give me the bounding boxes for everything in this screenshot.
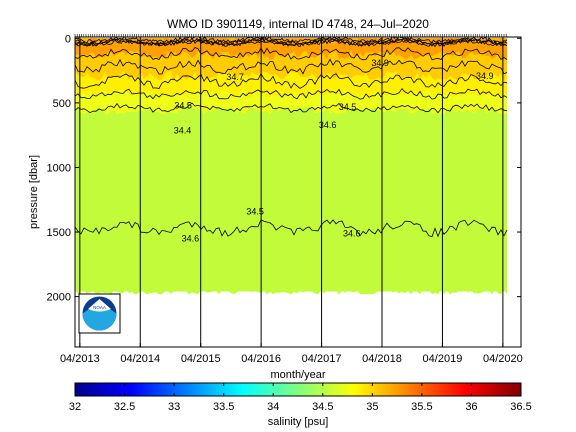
colorbar-tick-label: 36.5 [510,401,531,413]
field-surface-patch [146,38,151,43]
colorbar-tick-label: 36 [465,401,477,413]
y-tick-label: 2000 [47,292,71,304]
field-surface-patch [141,38,146,45]
contour-label: 34.7 [226,72,244,82]
field-surface-patch [266,38,272,45]
contour-label: 34.5 [174,100,192,110]
contour-line-surface [75,37,508,44]
contour-line-34-5 [75,102,508,114]
contour-line-surface [75,39,508,48]
colorbar: 32 32.5 33 33.5 34 34.5 35 35.5 36 36.5 salinity … [69,382,532,428]
y-tick-label: 1000 [47,162,71,174]
contour-line-34-8 [75,58,508,75]
contour-label: 34.6 [343,228,361,238]
colorbar-tick-label: 34 [267,401,279,413]
contour-line-34-5-deep [75,219,508,238]
contour-line-34-7 [75,72,508,89]
x-tick-label: 04/2019 [423,353,463,365]
contour-label: 34.5 [339,102,357,112]
colorbar-tick-label: 33.5 [213,401,234,413]
y-tick-label: 0 [65,33,71,45]
field-surface-patch [149,38,153,41]
x-tick-label: 04/2014 [120,353,160,365]
field-surface-patch [363,38,371,42]
noaa-logo: NOAA [78,293,121,334]
field-surface-patch [161,38,164,41]
field-surface-patch [454,38,462,43]
y-axis-label: pressure [dbar] [28,155,40,229]
colorbar-tick-label: 33 [168,401,180,413]
year-divider-lines [79,37,504,347]
field-surface-patch [97,38,101,44]
field-surface-patch [325,38,332,41]
field-surface-patch [446,38,454,46]
y-tick-label: 1500 [47,227,71,239]
x-tick-label: 04/2018 [362,353,402,365]
contour-label: 34.9 [476,71,494,81]
field-bottom-edge [75,288,508,295]
x-tick-label: 04/2013 [60,353,100,365]
colorbar-tick-label: 34.5 [312,401,333,413]
field-surface-patch [221,38,229,41]
x-tick-label: 04/2020 [483,353,523,365]
plot-frame [74,36,522,348]
field-surface-patch [83,38,91,42]
y-tick-label: 500 [53,98,71,110]
contour-label: 34.4 [174,126,192,136]
field-surface-patch [307,38,310,43]
contour-line-34-9 [75,47,508,61]
x-tick-label: 04/2016 [241,353,281,365]
x-tick-label: 04/2017 [302,353,342,365]
salinity-contours [75,37,508,238]
plot-area: 34.934.934.734.5 34.534.634.434.534.634.6… [47,33,523,365]
colorbar-tick-label: 35.5 [411,401,432,413]
colorbar-tick-label: 35 [366,401,378,413]
field-surface-patch [129,38,135,42]
colorbar-tick-label: 32.5 [114,401,135,413]
contour-label: 34.5 [246,206,264,216]
chart-title: WMO ID 3901149, internal ID 4748, 24–Jul… [167,17,429,31]
contour-label: 34.9 [371,58,389,68]
field-surface-patch [407,38,411,44]
field-surface-patch [339,38,346,43]
contour-line-34-6 [75,88,508,100]
y-axis-ticks: 0 500 1000 1500 2000 [47,33,521,304]
contour-label: 34.6 [319,120,337,130]
x-axis-label: month/year [270,369,325,381]
contour-label: 34.6 [182,234,200,244]
field-surface-patch [354,38,362,42]
contour-labels: 34.934.934.734.5 34.534.634.434.534.634.6 [174,58,494,244]
svg-text:NOAA: NOAA [93,305,106,310]
field-surface-patch [118,38,121,44]
x-tick-label: 04/2015 [181,353,221,365]
colorbar-ticks: 32 32.5 33 33.5 34 34.5 35 35.5 36 36.5 [69,383,532,413]
field-surface-patch [360,38,364,44]
colorbar-bar [74,382,522,397]
x-axis-ticks: 04/2013 04/2014 04/2015 04/2016 04/2017 04/20… [60,34,523,365]
colorbar-label: salinity [psu] [268,416,329,428]
field-surface-patch [164,38,170,41]
colorbar-tick-label: 32 [69,401,81,413]
